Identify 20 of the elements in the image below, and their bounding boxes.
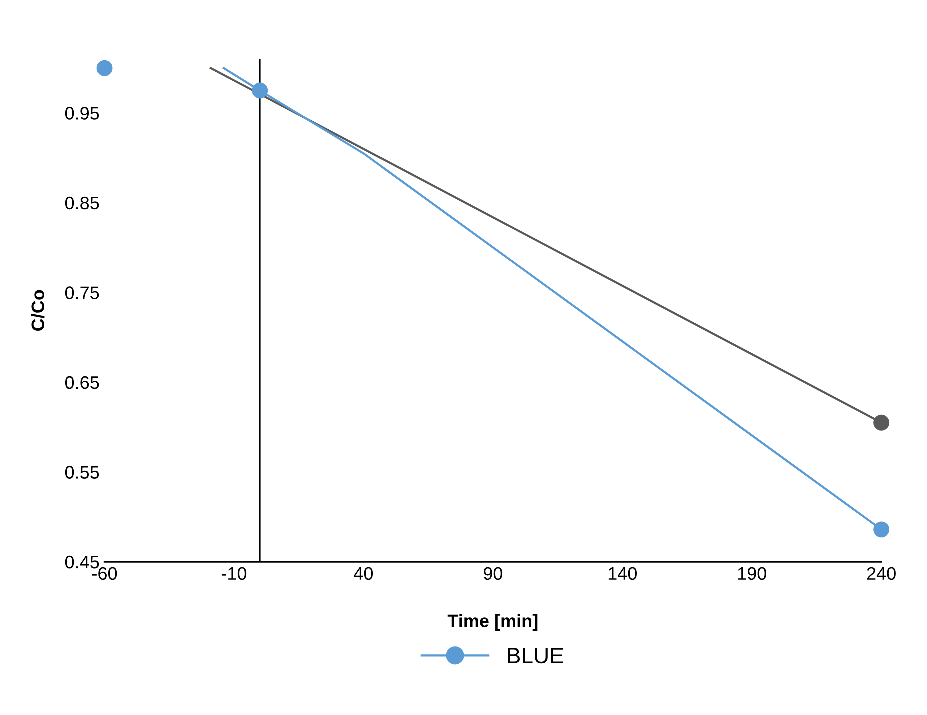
legend-label: BLUE (508, 648, 564, 664)
x-tick-label: 140 (608, 567, 637, 580)
y-tick-label: 0.45 (65, 556, 100, 569)
x-tick-label: -10 (222, 567, 247, 580)
x-tick-label: 90 (484, 567, 502, 580)
point (96, 60, 113, 76)
x-tick-label: -60 (92, 567, 118, 580)
y-tick-label: 0.95 (65, 107, 100, 120)
y-tick-label: 0.75 (65, 286, 100, 300)
x-axis-title: Time [min] (448, 614, 538, 632)
y-axis-title: C/Co (31, 290, 45, 331)
x-tick-label: 40 (354, 567, 374, 580)
y-tick-label: 0.65 (65, 376, 100, 390)
point (874, 414, 890, 431)
point (874, 522, 890, 538)
point (252, 82, 268, 99)
y-tick-label: 0.55 (65, 466, 100, 479)
x-tick-label: 190 (738, 567, 766, 580)
y-tick-label: 0.85 (65, 196, 100, 210)
x-tick-label: 240 (867, 567, 896, 580)
